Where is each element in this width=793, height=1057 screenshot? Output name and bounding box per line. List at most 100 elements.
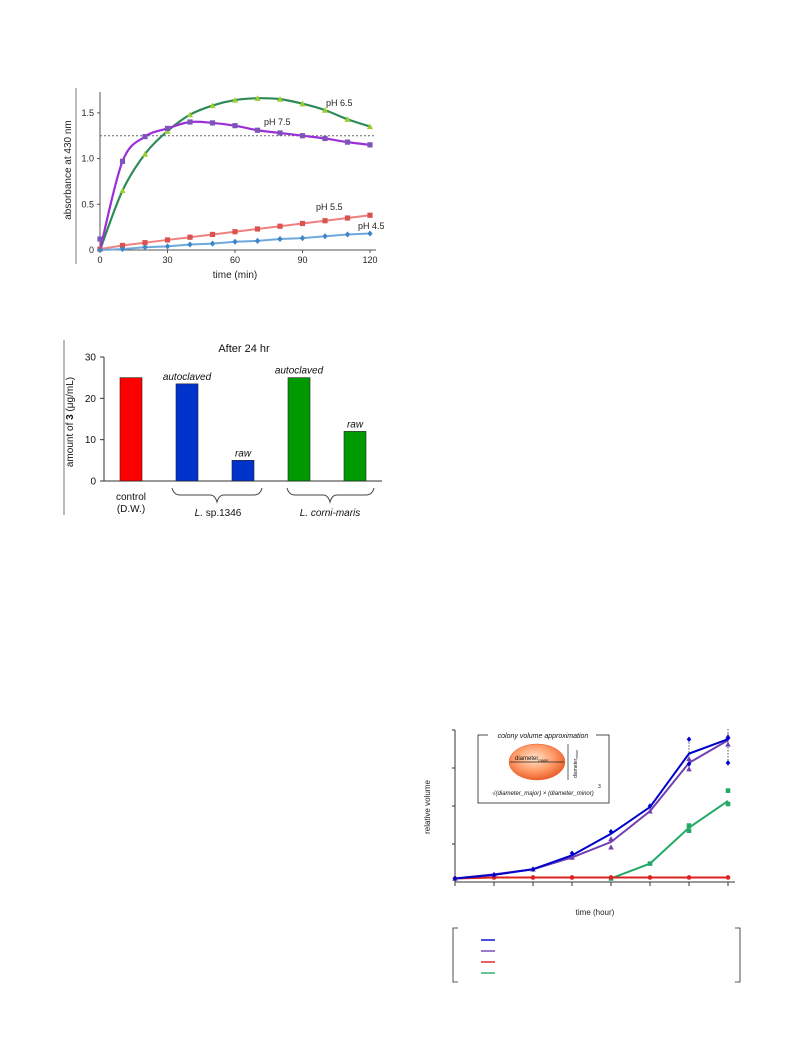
bar bbox=[287, 377, 311, 482]
data-point bbox=[322, 135, 328, 142]
data-point bbox=[725, 741, 731, 747]
data-point bbox=[322, 218, 328, 224]
series-line bbox=[454, 738, 729, 880]
data-point bbox=[725, 801, 731, 807]
data-point bbox=[142, 240, 148, 246]
bar-label: raw bbox=[347, 419, 364, 430]
data-point bbox=[366, 123, 374, 130]
data-point bbox=[608, 875, 614, 880]
data-point bbox=[209, 102, 216, 109]
data-point bbox=[725, 875, 731, 880]
data-point bbox=[608, 828, 614, 835]
x-tick-label: 120 bbox=[362, 255, 377, 265]
minor-diameter-label: diameterminor bbox=[573, 749, 579, 778]
data-point bbox=[187, 234, 193, 240]
y-tick-label: 0 bbox=[90, 477, 96, 488]
y-tick-label: 30 bbox=[85, 353, 97, 364]
data-point bbox=[232, 238, 238, 245]
bar-label: autoclaved bbox=[275, 366, 324, 377]
data-point bbox=[686, 875, 692, 880]
data-point bbox=[119, 158, 126, 164]
data-point bbox=[686, 736, 692, 743]
data-point bbox=[647, 861, 653, 866]
data-point bbox=[254, 237, 261, 244]
x-tick-label: 30 bbox=[162, 255, 172, 265]
data-point bbox=[232, 229, 238, 235]
data-point bbox=[119, 187, 126, 194]
formula-exponent: 3 bbox=[598, 784, 601, 790]
data-point bbox=[299, 100, 306, 107]
bar bbox=[119, 377, 143, 482]
series-line bbox=[98, 97, 371, 251]
x-axis-label: time (min) bbox=[213, 270, 257, 281]
data-point bbox=[277, 223, 283, 229]
data-point bbox=[725, 788, 731, 793]
group-label-corni-maris: L. corni-maris bbox=[300, 508, 361, 519]
data-point bbox=[209, 240, 216, 247]
y-tick-label: 0.5 bbox=[81, 199, 94, 209]
data-point bbox=[164, 243, 171, 250]
data-point bbox=[321, 107, 329, 113]
inset-title: colony volume approximation bbox=[498, 733, 589, 740]
legend-box bbox=[452, 927, 741, 983]
control-label: control bbox=[116, 492, 146, 503]
series-line bbox=[454, 876, 728, 880]
series-label-ph65: pH 6.5 bbox=[326, 98, 353, 108]
brace-group-1 bbox=[171, 487, 263, 504]
data-point bbox=[164, 125, 171, 131]
data-point bbox=[164, 237, 171, 243]
x-axis-label: time (hour) bbox=[576, 908, 615, 917]
data-point bbox=[322, 233, 328, 240]
data-point bbox=[725, 735, 731, 742]
series-label-ph45: pH 4.5 bbox=[358, 221, 385, 231]
data-point bbox=[277, 235, 283, 243]
data-point bbox=[344, 139, 351, 145]
data-point bbox=[686, 761, 692, 767]
data-point bbox=[186, 111, 194, 118]
data-point bbox=[232, 123, 238, 129]
data-point bbox=[142, 134, 148, 140]
data-point bbox=[367, 142, 373, 148]
data-point bbox=[344, 231, 351, 238]
data-point bbox=[647, 808, 653, 814]
data-point bbox=[608, 844, 614, 850]
data-point bbox=[254, 127, 261, 133]
data-point bbox=[119, 245, 126, 253]
data-point bbox=[647, 803, 653, 809]
chart-title: After 24 hr bbox=[218, 343, 270, 355]
data-point bbox=[608, 836, 614, 842]
data-point bbox=[119, 242, 126, 249]
y-tick-label: 20 bbox=[85, 394, 97, 405]
data-point bbox=[686, 823, 692, 828]
formula: √(diameter_major) × (diameter_minor) bbox=[492, 790, 594, 797]
group-label-sp1346: L. sp.1346 bbox=[195, 508, 242, 519]
data-point bbox=[299, 220, 306, 227]
series-label-ph75: pH 7.5 bbox=[264, 117, 291, 127]
data-point bbox=[254, 95, 261, 101]
bar-label: raw bbox=[235, 448, 252, 459]
data-point bbox=[276, 96, 284, 102]
bar bbox=[231, 460, 255, 482]
data-point bbox=[277, 130, 283, 136]
absorbance-line-chart: 0 0.5 1.0 1.5 0 30 60 90 120 time (min) absorba… bbox=[63, 88, 385, 281]
series-label-ph55: pH 5.5 bbox=[316, 202, 343, 212]
data-point bbox=[344, 116, 351, 122]
brace-group-2 bbox=[286, 487, 375, 504]
x-tick-label: 60 bbox=[230, 255, 240, 265]
data-point bbox=[686, 755, 692, 762]
volume-approximation-inset: colony volume approximation diametermajo… bbox=[477, 730, 610, 804]
data-point bbox=[97, 246, 103, 254]
data-point bbox=[299, 133, 306, 139]
data-point bbox=[97, 236, 103, 242]
y-tick-label: 1.5 bbox=[81, 108, 94, 118]
data-point bbox=[209, 120, 216, 126]
bar bbox=[175, 383, 199, 482]
data-point bbox=[142, 244, 148, 251]
data-point bbox=[530, 875, 536, 880]
x-tick-label: 90 bbox=[297, 255, 307, 265]
major-diameter-label: diametermajor bbox=[515, 756, 549, 763]
y-tick-label: 10 bbox=[85, 435, 97, 446]
data-point bbox=[254, 226, 261, 232]
data-point bbox=[367, 212, 373, 218]
data-point bbox=[569, 854, 575, 860]
